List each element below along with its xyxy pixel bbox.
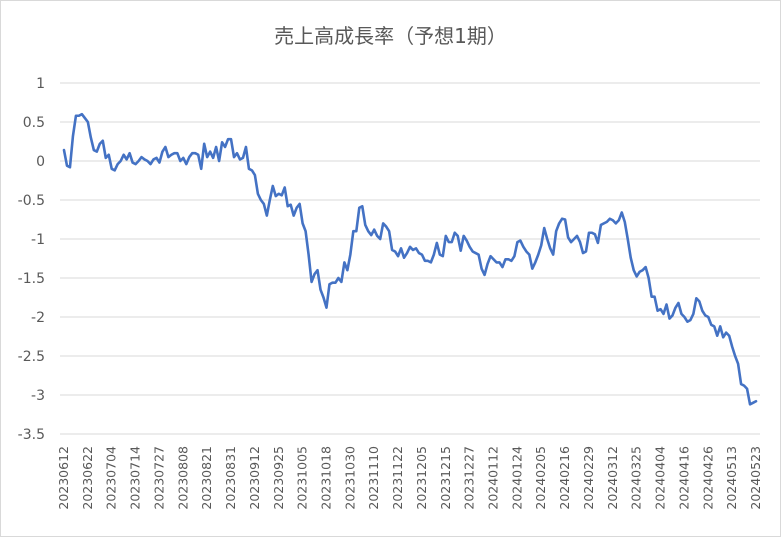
x-tick-label: 20240124	[509, 446, 524, 510]
x-tick-label: 20230831	[223, 446, 238, 510]
y-tick-label: -3.5	[18, 427, 45, 443]
x-tick-label: 20230912	[247, 446, 262, 510]
x-tick-label: 20230808	[175, 446, 190, 510]
x-tick-label: 20231005	[295, 446, 310, 510]
x-tick-label: 20231030	[342, 446, 357, 510]
x-tick-label: 20230612	[56, 446, 71, 510]
x-tick-label: 20230704	[104, 446, 119, 510]
x-tick-label: 20231227	[462, 446, 477, 510]
y-tick-label: 0.5	[23, 115, 45, 131]
x-tick-label: 20240426	[700, 446, 715, 510]
y-axis-tick-labels: 1 0.5 0 -0.5 -1 -1.5 -2 -2.5 -3 -3.5	[18, 76, 45, 443]
y-tick-label: -2.5	[18, 349, 45, 365]
series-layer	[64, 114, 756, 404]
x-tick-label: 20240325	[629, 446, 644, 510]
x-tick-label: 20240112	[486, 446, 501, 510]
series-line	[64, 114, 756, 404]
x-tick-label: 20240523	[748, 446, 763, 510]
x-axis-tick-labels: 20230612 20230622 20230704 20230714 20230727…	[56, 446, 763, 510]
x-tick-label: 20240216	[557, 446, 572, 510]
y-tick-label: -2	[31, 310, 45, 326]
y-tick-label: -1.5	[18, 271, 45, 287]
x-tick-label: 20231018	[318, 446, 333, 510]
x-tick-label: 20230727	[151, 446, 166, 510]
x-tick-label: 20240229	[581, 446, 596, 510]
y-tick-label: -0.5	[18, 193, 45, 209]
x-tick-label: 20231122	[390, 446, 405, 510]
y-tick-label: -1	[31, 232, 45, 248]
x-tick-label: 20230714	[128, 446, 143, 510]
gridlines	[60, 83, 760, 434]
y-tick-label: -3	[31, 388, 45, 404]
x-tick-label: 20230925	[271, 446, 286, 510]
x-tick-label: 20231205	[414, 446, 429, 510]
x-tick-label: 20240416	[676, 446, 691, 510]
x-tick-label: 20240312	[605, 446, 620, 510]
x-tick-label: 20240513	[724, 446, 739, 510]
x-tick-label: 20240404	[653, 446, 668, 510]
y-tick-label: 1	[36, 76, 45, 92]
x-tick-label: 20231110	[366, 446, 381, 510]
y-tick-label: 0	[36, 154, 45, 170]
x-tick-label: 20230821	[199, 446, 214, 510]
x-tick-label: 20231215	[438, 446, 453, 510]
x-tick-label: 20240205	[533, 446, 548, 510]
x-tick-label: 20230622	[80, 446, 95, 510]
